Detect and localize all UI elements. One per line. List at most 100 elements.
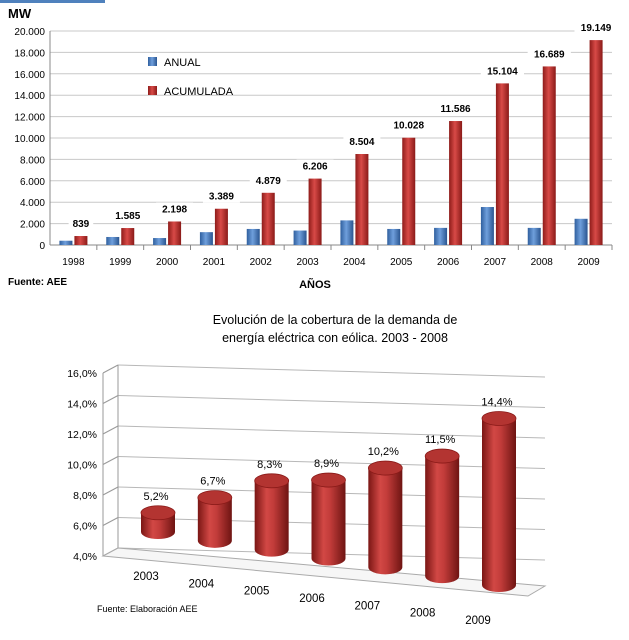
bar-acumulada-2003 [308,178,322,245]
cylinder-body-2005 [254,480,289,557]
chart-title-line-2: energía eléctrica con eólica. 2003 - 200… [222,331,448,345]
y-tick-label: 16.000 [14,70,45,81]
data-label-1999: 1.585 [115,211,140,222]
x-tick-label: 2007 [355,600,381,612]
data-label-2005: 10.028 [393,121,424,132]
cylinder-top-2007 [367,460,403,476]
bar-anual-2002 [246,228,260,245]
x-tick-label: 2008 [531,257,554,268]
y-tick-label: 8,0% [73,490,97,502]
data-label-bg [433,102,478,116]
bar-acumulada-2004 [355,154,369,245]
source-note: Fuente: AEE [8,277,67,288]
legend-swatch-anual [148,57,157,66]
x-tick-label: 2005 [244,586,270,598]
cylinder-body-2007 [368,468,403,575]
data-label-2005: 8,3% [257,459,282,471]
data-label-2001: 3.389 [209,192,234,203]
cylinder-top-2005 [254,473,290,489]
data-label-bg [109,209,147,223]
cylinder-body-2008 [425,456,460,584]
y-tick-label: 10.000 [14,134,45,145]
data-label-2003: 5,2% [143,491,168,503]
cylinder-top-2008 [424,448,460,464]
data-label-2008: 16.689 [534,49,565,60]
data-label-2000: 2.198 [162,204,187,215]
bar-acumulada-2006 [449,121,463,245]
x-axis-label: AÑOS [299,278,331,291]
y-tick-label: 0 [39,241,45,252]
y-tick-label: 12.000 [14,113,45,124]
x-tick-label: 2007 [484,257,507,268]
data-label-2002: 4.879 [256,176,281,187]
x-tick-label: 2004 [343,257,366,268]
cylinder-top-2004 [197,490,233,505]
grid-depth [102,486,119,496]
chart-floor [101,547,547,597]
x-tick-label: 2004 [189,578,215,590]
x-tick-label: 2006 [437,257,460,268]
bar-anual-2006 [434,227,448,245]
bar-acumulada-2000 [168,221,182,245]
bar-anual-2003 [293,230,307,245]
data-label-2006: 8,9% [314,458,339,470]
bar-anual-2004 [340,220,354,245]
cylinder-body-2003 [141,512,175,539]
bar-anual-2000 [153,238,167,245]
grid-depth [102,425,119,435]
bar-acumulada-1999 [121,228,135,245]
data-label-2007: 15.104 [487,66,518,77]
legend-swatch-acumulada [148,86,157,95]
cylinder-body-2006 [311,480,346,566]
y-tick-label: 6.000 [20,177,45,188]
data-label-2003: 6.206 [303,162,328,173]
y-tick-label: 6,0% [73,521,97,533]
gridline [117,395,546,408]
header-accent-bar [0,0,105,3]
data-label-bg [387,118,431,132]
bar-acumulada-2002 [261,192,275,245]
data-label-bg [296,159,334,173]
legend-label-acumulada: ACUMULADA [164,86,234,98]
grid-depth [102,517,119,526]
data-label-bg [249,173,287,187]
bar-acumulada-2007 [495,83,509,245]
cylinder-top-2006 [311,472,346,488]
data-label-bg [343,135,381,149]
gridline [117,456,546,469]
data-label-bg [202,189,240,203]
data-label-bg [480,64,525,78]
gridline [117,425,546,439]
bar-anual-2009 [574,218,588,245]
bar-anual-2001 [199,232,213,245]
x-tick-label: 2009 [465,615,491,627]
data-label-2004: 8.504 [349,137,374,148]
data-label-2009: 19.149 [581,23,612,34]
x-tick-label: 2001 [203,257,226,268]
x-tick-label: 1998 [62,257,85,268]
bar-acumulada-2005 [402,137,416,245]
x-tick-label: 2002 [250,257,273,268]
bar-acumulada-2001 [214,208,228,245]
cumulative-capacity-chart: MW 0 2.000 4.000 6.000 8.000 10.000 12.000 14.0… [0,0,618,291]
wind-coverage-chart: Evolución de la cobertura de la demanda … [67,313,547,627]
grid-depth [102,456,119,465]
y-axis-label: MW [8,6,32,21]
cylinder-top-2003 [140,505,176,521]
y-tick-label: 8.000 [20,155,45,166]
bar-anual-1998 [59,240,73,245]
x-tick-label: 1999 [109,257,132,268]
data-label-2004: 6,7% [200,476,225,488]
x-tick-label: 2008 [410,608,436,620]
x-tick-label: 2000 [156,257,179,268]
bar-anual-2008 [527,227,541,245]
y-tick-label: 12,0% [67,429,97,441]
data-label-bg [156,202,194,216]
bar-anual-2007 [480,207,494,245]
source-note-2: Fuente: Elaboración AEE [97,604,198,614]
bar-anual-2005 [387,228,401,245]
bar-anual-1999 [106,236,120,245]
bar-acumulada-1998 [74,236,88,245]
cylinder-top-2009 [481,411,517,426]
y-tick-label: 2.000 [20,220,45,231]
